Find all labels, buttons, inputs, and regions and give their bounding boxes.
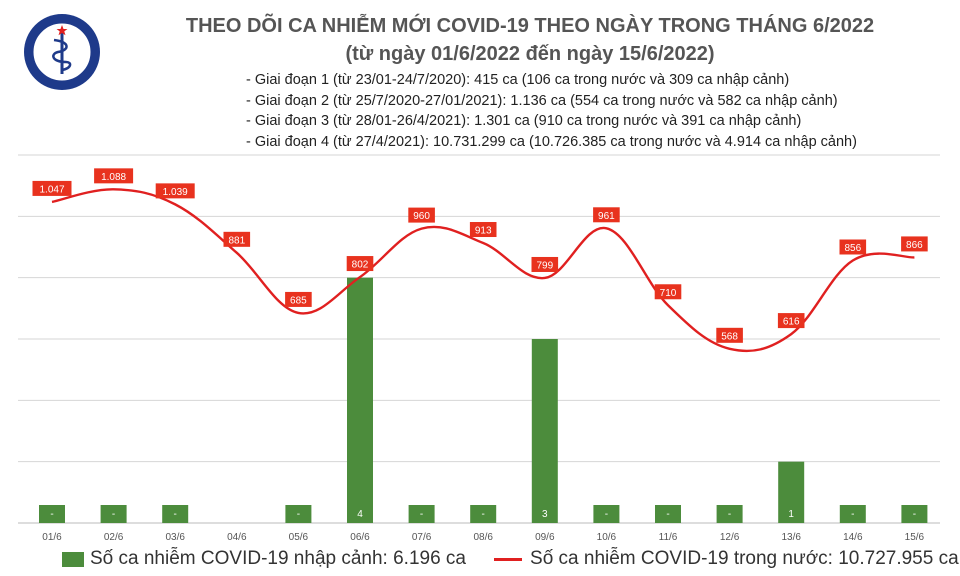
bar <box>162 505 189 523</box>
line-label: 1.039 <box>163 187 188 198</box>
bar <box>716 505 743 523</box>
line-label-box <box>901 236 928 252</box>
x-tick-label: 02/6 <box>104 532 124 543</box>
period-note: - Giai đoạn 1 (từ 23/01-24/7/2020): 415 … <box>246 72 790 88</box>
line-label: 799 <box>536 260 553 271</box>
line-label: 616 <box>783 317 800 328</box>
line-label-box <box>285 291 312 307</box>
line-label-box <box>94 168 134 184</box>
line-label: 961 <box>598 211 615 222</box>
line-label-box <box>531 256 559 272</box>
x-tick-label: 04/6 <box>227 532 247 543</box>
period-note: - Giai đoạn 2 (từ 25/7/2020-27/01/2021):… <box>246 92 838 109</box>
line-series <box>51 188 915 353</box>
line-label-box <box>32 180 72 196</box>
line-label: 1.088 <box>101 172 126 183</box>
bar-label: - <box>666 509 669 520</box>
line-label-box <box>408 207 435 223</box>
line-label-box <box>346 256 374 272</box>
bar-label: - <box>112 509 115 520</box>
line-label: 710 <box>660 288 677 299</box>
bar-label: - <box>605 509 608 520</box>
x-tick-label: 08/6 <box>473 532 493 543</box>
bar-label: - <box>851 509 854 520</box>
bar <box>593 505 620 523</box>
bar <box>285 505 312 523</box>
bar <box>100 505 127 523</box>
period-note: - Giai đoạn 3 (từ 28/01-26/4/2021): 1.30… <box>246 113 802 129</box>
line-label-box <box>593 207 620 223</box>
bar <box>531 339 558 523</box>
legend-label-bar: Số ca nhiễm COVID-19 nhập cảnh: 6.196 ca <box>90 548 467 569</box>
period-note: - Giai đoạn 4 (từ 27/4/2021): 10.731.299… <box>246 133 857 150</box>
line-label: 685 <box>290 295 307 306</box>
period-notes: - Giai đoạn 1 (từ 23/01-24/7/2020): 415 … <box>246 70 857 152</box>
line-label-box <box>155 183 195 199</box>
line-label-box <box>777 313 805 329</box>
bar-label: - <box>50 509 53 520</box>
line-label-box <box>469 222 497 238</box>
bar <box>839 505 866 523</box>
bar <box>778 461 805 523</box>
x-tick-label: 03/6 <box>165 532 185 543</box>
bar <box>39 505 65 523</box>
x-tick-label: 14/6 <box>843 532 863 543</box>
bar <box>655 505 681 523</box>
line-label: 913 <box>475 226 492 237</box>
x-tick-label: 01/6 <box>42 532 62 543</box>
bar-label: 1 <box>788 509 794 520</box>
x-tick-label: 07/6 <box>412 532 432 543</box>
chart-subtitle: (từ ngày 01/6/2022 đến ngày 15/6/2022) <box>345 43 715 65</box>
line-label: 568 <box>721 331 738 342</box>
bar-label: - <box>297 509 300 520</box>
x-tick-label: 10/6 <box>597 532 617 543</box>
x-tick-label: 13/6 <box>781 532 801 543</box>
legend-swatch-bar <box>62 551 84 567</box>
bar-label: - <box>728 509 731 520</box>
legend-item-bar: Số ca nhiễm COVID-19 nhập cảnh: 6.196 ca <box>62 548 466 570</box>
x-tick-label: 06/6 <box>350 532 370 543</box>
legend-label-line: Số ca nhiễm COVID-19 trong nước: 10.727.… <box>530 548 959 569</box>
bar-label: - <box>420 509 423 520</box>
x-tick-label: 15/6 <box>905 532 925 543</box>
bar <box>408 505 435 523</box>
x-tick-label: 12/6 <box>720 532 740 543</box>
line-label: 866 <box>906 240 923 251</box>
legend-swatch-line <box>494 557 523 561</box>
line-label: 856 <box>844 243 861 254</box>
bar-label: - <box>913 509 916 520</box>
line-label-box <box>839 239 867 255</box>
bar-label: - <box>174 509 177 520</box>
chart-title: THEO DÕI CA NHIỄM MỚI COVID-19 THEO NGÀY… <box>185 15 875 37</box>
line-label: 1.047 <box>39 184 64 195</box>
x-tick-label: 09/6 <box>535 532 555 543</box>
x-tick-label: 11/6 <box>659 532 678 543</box>
bar <box>347 277 373 523</box>
bar-label: - <box>482 509 485 520</box>
line-label-box <box>716 327 743 343</box>
line-label: 881 <box>228 235 245 246</box>
chart-legend: Số ca nhiễm COVID-19 nhập cảnh: 6.196 ca… <box>62 548 959 570</box>
line-label: 960 <box>413 211 430 222</box>
legend-item-line: Số ca nhiễm COVID-19 trong nước: 10.727.… <box>494 548 959 570</box>
bar-label: 3 <box>542 509 548 520</box>
line-label: 802 <box>352 260 369 271</box>
bar-label: 4 <box>357 509 363 520</box>
line-label-box <box>654 284 682 300</box>
line-label-box <box>223 231 251 247</box>
ministry-of-health-logo <box>24 14 100 90</box>
bar <box>901 505 928 523</box>
x-tick-label: 05/6 <box>289 532 309 543</box>
bar <box>470 505 497 523</box>
